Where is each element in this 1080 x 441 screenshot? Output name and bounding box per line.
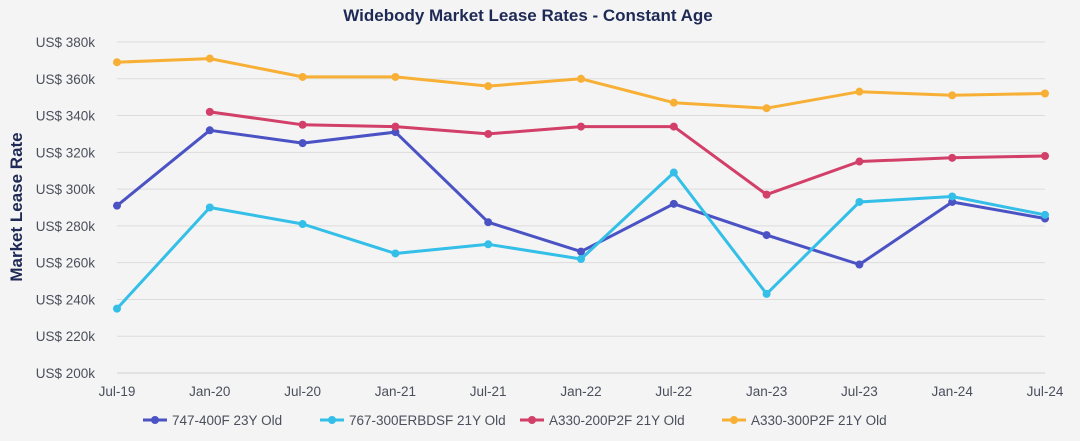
data-point bbox=[948, 197, 957, 206]
legend-swatch-marker bbox=[528, 416, 536, 424]
data-point bbox=[484, 218, 493, 227]
data-point bbox=[391, 128, 400, 137]
data-point bbox=[762, 104, 771, 113]
data-point bbox=[484, 82, 493, 91]
data-point bbox=[484, 129, 493, 138]
data-point bbox=[298, 120, 307, 129]
legend-item: A330-300P2F 21Y Old bbox=[722, 413, 887, 428]
legend-label: 747-400F 23Y Old bbox=[172, 413, 282, 428]
x-tick-label: Jul-23 bbox=[841, 384, 878, 399]
x-tick-label: Jan-21 bbox=[375, 384, 416, 399]
data-point bbox=[577, 247, 585, 256]
data-point bbox=[948, 192, 957, 201]
data-point bbox=[669, 199, 678, 208]
legend-item: 767-300ERBDSF 21Y Old bbox=[320, 413, 506, 428]
legend-item: 747-400F 23Y Old bbox=[143, 413, 282, 428]
x-tick-label: Jan-22 bbox=[560, 384, 601, 399]
data-point bbox=[762, 289, 771, 298]
y-tick-label: US$ 340k bbox=[36, 109, 96, 124]
data-point bbox=[205, 126, 214, 135]
data-point bbox=[669, 122, 678, 131]
x-tick-label: Jan-23 bbox=[746, 384, 787, 399]
data-point bbox=[1041, 89, 1049, 98]
legend-swatch-marker bbox=[151, 416, 159, 424]
y-tick-label: US$ 300k bbox=[36, 182, 96, 197]
y-tick-label: US$ 200k bbox=[36, 366, 96, 381]
series bbox=[205, 107, 1049, 199]
gridlines bbox=[117, 41, 1045, 374]
data-point bbox=[205, 54, 214, 63]
y-tick-label: US$ 360k bbox=[36, 72, 96, 87]
y-axis-ticks: US$ 200k US$ 220k US$ 240k US$ 260k US$ 280k… bbox=[36, 35, 96, 381]
data-point bbox=[205, 203, 214, 212]
data-point bbox=[391, 122, 400, 131]
data-point bbox=[113, 58, 121, 67]
series bbox=[113, 168, 1049, 313]
data-point bbox=[855, 87, 864, 96]
data-point bbox=[855, 197, 864, 206]
x-tick-label: Jul-20 bbox=[284, 384, 321, 399]
series-line bbox=[115, 128, 1047, 266]
data-point bbox=[1041, 152, 1049, 161]
data-point bbox=[948, 153, 957, 162]
chart-title: Widebody Market Lease Rates - Constant A… bbox=[343, 6, 713, 25]
series-line bbox=[115, 171, 1047, 311]
data-point bbox=[669, 168, 678, 177]
data-point bbox=[113, 201, 121, 210]
y-axis-label: Market Lease Rate bbox=[7, 132, 26, 281]
x-tick-label: Jul-21 bbox=[470, 384, 507, 399]
legend-label: A330-200P2F 21Y Old bbox=[549, 413, 685, 428]
data-point bbox=[762, 190, 771, 199]
data-point bbox=[577, 74, 585, 83]
data-point bbox=[577, 122, 585, 131]
data-point bbox=[298, 72, 307, 81]
series bbox=[113, 54, 1049, 113]
data-point bbox=[1041, 210, 1049, 219]
x-axis-ticks: Jul-19 Jan-20 Jul-20 Jan-21 Jul-21 Jan-22 Jul-… bbox=[99, 384, 1064, 399]
data-point bbox=[762, 231, 771, 240]
x-tick-label: Jan-20 bbox=[189, 384, 230, 399]
x-tick-label: Jul-19 bbox=[99, 384, 136, 399]
legend-swatch-marker bbox=[730, 416, 738, 424]
data-point bbox=[577, 254, 585, 263]
x-tick-label: Jul-22 bbox=[655, 384, 692, 399]
data-point bbox=[391, 249, 400, 258]
series-line bbox=[208, 110, 1047, 197]
data-point bbox=[855, 157, 864, 166]
y-tick-label: US$ 380k bbox=[36, 35, 96, 50]
x-tick-label: Jan-24 bbox=[932, 384, 974, 399]
series-line bbox=[115, 57, 1047, 110]
x-tick-label: Jul-24 bbox=[1027, 384, 1064, 399]
series-lines bbox=[113, 54, 1049, 313]
y-tick-label: US$ 280k bbox=[36, 219, 96, 234]
legend-item: A330-200P2F 21Y Old bbox=[520, 413, 685, 428]
data-point bbox=[298, 220, 307, 229]
legend: 747-400F 23Y Old 767-300ERBDSF 21Y Old A33… bbox=[143, 413, 887, 428]
series bbox=[113, 126, 1049, 269]
data-point bbox=[484, 240, 493, 249]
data-point bbox=[669, 98, 678, 107]
data-point bbox=[205, 107, 214, 116]
data-point bbox=[113, 304, 121, 313]
y-tick-label: US$ 260k bbox=[36, 256, 96, 271]
data-point bbox=[298, 139, 307, 148]
y-tick-label: US$ 240k bbox=[36, 292, 96, 307]
legend-swatch-marker bbox=[328, 416, 336, 424]
data-point bbox=[948, 91, 957, 100]
data-point bbox=[391, 72, 400, 81]
legend-label: 767-300ERBDSF 21Y Old bbox=[349, 413, 506, 428]
y-tick-label: US$ 320k bbox=[36, 145, 96, 160]
legend-label: A330-300P2F 21Y Old bbox=[751, 413, 887, 428]
data-point bbox=[855, 260, 864, 269]
y-tick-label: US$ 220k bbox=[36, 329, 96, 344]
